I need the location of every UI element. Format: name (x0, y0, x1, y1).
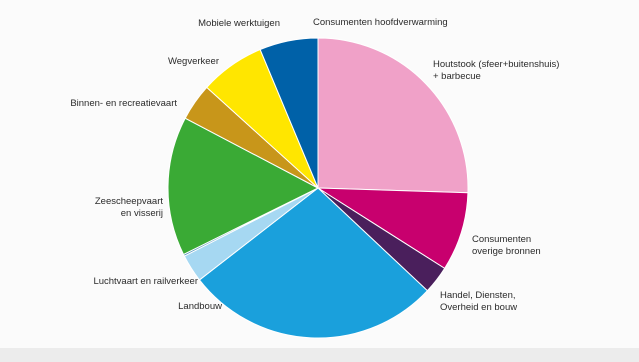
slice-label-binnen-en-recreatievaart: Binnen- en recreatievaart (70, 98, 177, 109)
slice-label-zeescheepvaart-en-visserij: Zeescheepvaart en visserij (95, 196, 163, 219)
slice-label-mobiele-werktuigen: Mobiele werktuigen (198, 18, 280, 29)
pie-slice-industrie (198, 187, 429, 339)
slice-label-consumenten-overige-bronnen: Consumenten overige bronnen (472, 234, 541, 257)
slice-label-handel-diensten-overheid-en-bouw: Handel, Diensten, Overheid en bouw (440, 290, 517, 313)
pie-slice-zeescheepvaart-en-visserij (167, 117, 320, 256)
pie-slice-houtstook-sfeer-buitenshuis-barbecue (317, 37, 469, 194)
slice-label-consumenten-hoofdverwarming: Consumenten hoofdverwarming (313, 17, 448, 28)
slice-label-houtstook-sfeer-buitenshuis-barbecue: Houtstook (sfeer+buitenshuis) + barbecue (433, 59, 559, 82)
pie-slice-mobiele-werktuigen (259, 37, 319, 189)
frame-bottom-strip (0, 348, 639, 362)
slice-label-luchtvaart-en-railverkeer: Luchtvaart en railverkeer (93, 276, 198, 287)
slice-label-landbouw: Landbouw (178, 301, 222, 312)
slice-label-wegverkeer: Wegverkeer (168, 56, 219, 67)
